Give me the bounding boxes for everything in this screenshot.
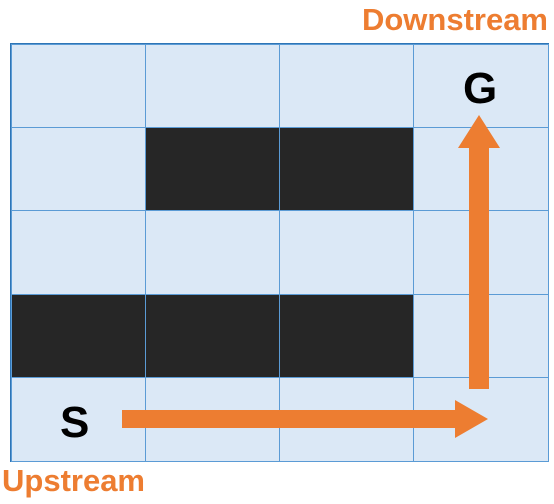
- grid-cell-open: [144, 43, 280, 128]
- start-marker: S: [60, 398, 90, 447]
- grid-cell-open: [413, 126, 549, 212]
- grid-cell-blocked: [144, 293, 280, 379]
- grid-cell-open: [413, 210, 549, 295]
- grid-cell-open: [413, 377, 549, 462]
- grid-cell-open: [144, 210, 280, 295]
- grid-cell-open: [279, 377, 415, 462]
- grid-cell-open: [279, 210, 415, 295]
- grid-cell-open: [10, 126, 146, 212]
- upstream-label: Upstream: [2, 463, 145, 498]
- grid-cell-blocked: [10, 293, 146, 379]
- grid-cell-blocked: [279, 126, 415, 212]
- grid-cell-open: [10, 43, 146, 128]
- grid-cell-blocked: [144, 126, 280, 212]
- grid-cell-open: [279, 43, 415, 128]
- grid-cell-blocked: [279, 293, 415, 379]
- grid-cell-open: [10, 210, 146, 295]
- grid-cell-open: [413, 293, 549, 379]
- goal-marker: G: [463, 64, 498, 113]
- grid-cell-open: [144, 377, 280, 462]
- downstream-label: Downstream: [361, 2, 548, 37]
